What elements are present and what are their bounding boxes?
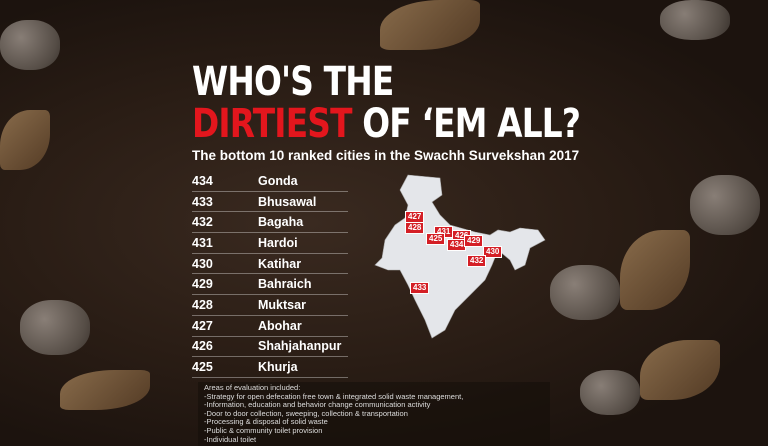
city-rank: 434: [192, 173, 213, 188]
city-row: 429 Bahraich: [192, 274, 348, 296]
city-name: Gonda: [258, 173, 298, 188]
notes-item: -Processing & disposal of solid waste: [204, 417, 328, 427]
city-rank: 432: [192, 215, 213, 230]
leaf: [620, 230, 690, 310]
leaf: [0, 110, 50, 170]
subtitle: The bottom 10 ranked cities in the Swach…: [192, 148, 580, 163]
india-map: [374, 174, 546, 339]
map-rank-label: 433: [410, 282, 430, 294]
city-row: 430 Katihar: [192, 254, 348, 275]
city-row: 431 Hardoi: [192, 233, 348, 254]
city-name: Hardoi: [258, 235, 298, 250]
city-ranking-list: 434 Gonda 433 Bhusawal 432 Bagaha 431 Hardoi 430…: [192, 171, 348, 378]
map-rank-label: 432: [467, 255, 487, 267]
map-rank-label: 425: [426, 233, 446, 245]
rock: [690, 175, 760, 235]
city-rank: 430: [192, 256, 213, 271]
title-line1: WHO'S THE: [192, 59, 394, 105]
city-name: Shahjahanpur: [258, 339, 342, 354]
rock: [550, 265, 620, 320]
leaf: [60, 370, 150, 410]
title-line2: DIRTIEST OF ‘EM ALL?: [192, 101, 581, 147]
city-row: 432 Bagaha: [192, 212, 348, 234]
rock: [580, 370, 640, 415]
notes-item: -Door to door collection, sweeping, coll…: [204, 408, 408, 418]
evaluation-notes: Areas of evaluation included: -Strategy …: [198, 382, 550, 446]
city-rank: 427: [192, 318, 213, 333]
city-name: Bagaha: [258, 215, 304, 230]
city-name: Abohar: [258, 318, 302, 333]
city-rank: 426: [192, 339, 213, 354]
leaf: [640, 340, 720, 400]
city-name: Katihar: [258, 256, 302, 271]
city-name: Muktsar: [258, 297, 306, 312]
city-name: Bahraich: [258, 277, 312, 292]
rock: [20, 300, 90, 355]
city-row: 434 Gonda: [192, 171, 348, 192]
notes-item: -Strategy for open defecation free town …: [204, 391, 464, 401]
map-rank-label: 428: [405, 222, 425, 234]
city-name: Bhusawal: [258, 194, 317, 209]
title-rest: OF ‘EM ALL?: [351, 101, 581, 147]
city-row: 427 Abohar: [192, 316, 348, 337]
notes-item: -Public & community toilet provision: [204, 425, 323, 435]
city-name: Khurja: [258, 360, 298, 375]
city-rank: 431: [192, 235, 213, 250]
city-rank: 433: [192, 194, 213, 209]
notes-heading: Areas of evaluation included:: [204, 383, 301, 392]
map-rank-label: 430: [483, 246, 503, 258]
rock: [660, 0, 730, 40]
city-row: 428 Muktsar: [192, 295, 348, 316]
notes-item: -Information, education and behavior cha…: [204, 400, 431, 410]
city-rank: 428: [192, 297, 213, 312]
city-rank: 425: [192, 360, 213, 375]
city-row: 425 Khurja: [192, 357, 348, 378]
title-highlight: DIRTIEST: [192, 101, 352, 147]
leaf: [380, 0, 480, 50]
map-rank-label: 429: [464, 235, 484, 247]
notes-item: -Individual toilet: [204, 434, 257, 444]
city-rank: 429: [192, 277, 213, 292]
rock: [0, 20, 60, 70]
city-row: 426 Shahjahanpur: [192, 337, 348, 358]
city-row: 433 Bhusawal: [192, 192, 348, 213]
